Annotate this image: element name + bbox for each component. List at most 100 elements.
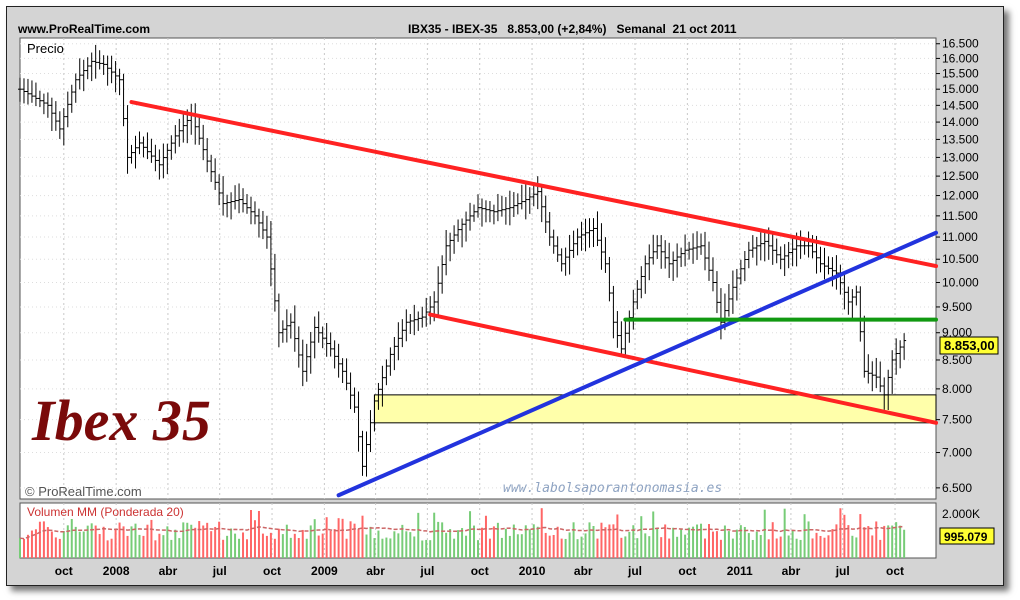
price-bar xyxy=(440,255,445,294)
price-bar xyxy=(121,73,126,127)
y-tick-label: 6.500 xyxy=(942,481,972,495)
price-bar xyxy=(416,311,421,331)
price-bar xyxy=(830,257,835,287)
price-bar xyxy=(519,184,524,210)
y-tick-label: 11.500 xyxy=(942,209,978,223)
x-tick-label: oct xyxy=(55,564,73,578)
instrument-label: IBX35 - IBEX-35 xyxy=(408,22,498,36)
price-bar xyxy=(29,80,34,103)
big-title: Ibex 35 xyxy=(31,388,211,453)
price-bar xyxy=(332,340,337,369)
price-bar xyxy=(452,225,457,254)
price-bar xyxy=(18,77,22,102)
y-tick-label: 15.000 xyxy=(942,82,979,96)
price-bar xyxy=(368,410,373,453)
price-bar xyxy=(412,304,417,336)
price-bar xyxy=(651,234,656,265)
price-bar xyxy=(890,350,895,394)
price-bar xyxy=(842,271,847,310)
price-bar xyxy=(555,236,560,262)
last-volume-text: 995.079 xyxy=(944,530,988,544)
price-bar xyxy=(133,135,138,169)
price-bar xyxy=(65,91,70,128)
price-bar xyxy=(738,259,743,285)
price-bar xyxy=(21,78,26,104)
price-bar xyxy=(456,219,461,242)
price-bar xyxy=(754,236,759,266)
y-tick-label: 7.000 xyxy=(942,446,972,460)
price-bar xyxy=(105,55,110,86)
price-bar xyxy=(93,44,98,79)
price-bar xyxy=(543,195,548,234)
price-bar xyxy=(583,218,588,252)
price-bar xyxy=(774,238,779,264)
price-bar xyxy=(420,306,425,328)
price-bar xyxy=(806,231,811,258)
price-bar xyxy=(687,241,692,260)
x-tick-label: jul xyxy=(212,564,227,578)
y-tick-label: 15.500 xyxy=(942,67,979,81)
price-bar xyxy=(742,250,747,282)
y-tick-label: 13.000 xyxy=(942,150,979,164)
price-bar xyxy=(547,211,552,246)
price-bar xyxy=(898,340,903,369)
price-bar xyxy=(161,143,166,179)
price-bar xyxy=(706,241,711,281)
site-watermark[interactable]: www.labolsaporantonomasia.es xyxy=(503,481,722,496)
price-bar xyxy=(615,311,620,348)
price-candles xyxy=(18,44,907,477)
x-axis: oct 2008 abr jul oct 2009 abr jul oct 2010 abr jul o… xyxy=(55,564,904,578)
last-volume-badge: 995.079 xyxy=(939,527,995,545)
price-bar xyxy=(424,297,429,327)
price-bar xyxy=(97,50,102,70)
price-bar xyxy=(758,232,763,261)
zone-rect xyxy=(373,394,937,424)
price-bar xyxy=(611,285,616,339)
price-bar xyxy=(476,194,480,218)
price-bar xyxy=(770,232,775,265)
price-bar xyxy=(165,143,170,175)
y-tick-label: 14.000 xyxy=(942,115,979,129)
price-bar xyxy=(197,115,202,145)
price-bar xyxy=(699,233,704,255)
price-bar xyxy=(870,361,875,392)
price-bar xyxy=(85,57,90,80)
price-bar xyxy=(241,188,246,213)
price-bar xyxy=(571,230,576,258)
source-label[interactable]: www.ProRealTime.com xyxy=(18,22,151,36)
price-bar xyxy=(667,242,672,278)
price-bar xyxy=(902,333,907,360)
x-tick-label: 2008 xyxy=(103,564,130,578)
price-bar xyxy=(659,235,664,269)
price-bar xyxy=(647,244,652,281)
price-bar xyxy=(487,201,492,223)
price-bar xyxy=(364,431,369,477)
x-tick-label: 2009 xyxy=(311,564,338,578)
price-bar xyxy=(730,270,735,314)
y-tick-label: 10.000 xyxy=(942,275,979,289)
price-bar xyxy=(141,136,146,158)
timeframe-label: Semanal xyxy=(616,22,666,36)
price-bar xyxy=(878,361,883,393)
price-bar xyxy=(268,221,273,287)
price-bar xyxy=(567,234,572,275)
price-bar xyxy=(599,223,604,270)
x-tick-label: oct xyxy=(886,564,904,578)
volume-scale-label: 2.000K xyxy=(942,507,980,521)
price-bar xyxy=(260,210,265,240)
price-bar xyxy=(503,197,508,225)
price-bar xyxy=(101,55,106,75)
price-bar xyxy=(352,387,357,413)
price-bar xyxy=(790,237,795,267)
price-bar xyxy=(320,326,325,349)
red-trendline xyxy=(129,100,938,269)
price-bar xyxy=(117,68,122,96)
price-bar xyxy=(37,90,42,108)
price-bar xyxy=(300,339,305,387)
price-bar xyxy=(173,125,178,154)
price-bar xyxy=(221,176,226,216)
price-bar xyxy=(511,192,516,217)
price-bar xyxy=(328,332,333,357)
price-bar xyxy=(499,195,504,217)
